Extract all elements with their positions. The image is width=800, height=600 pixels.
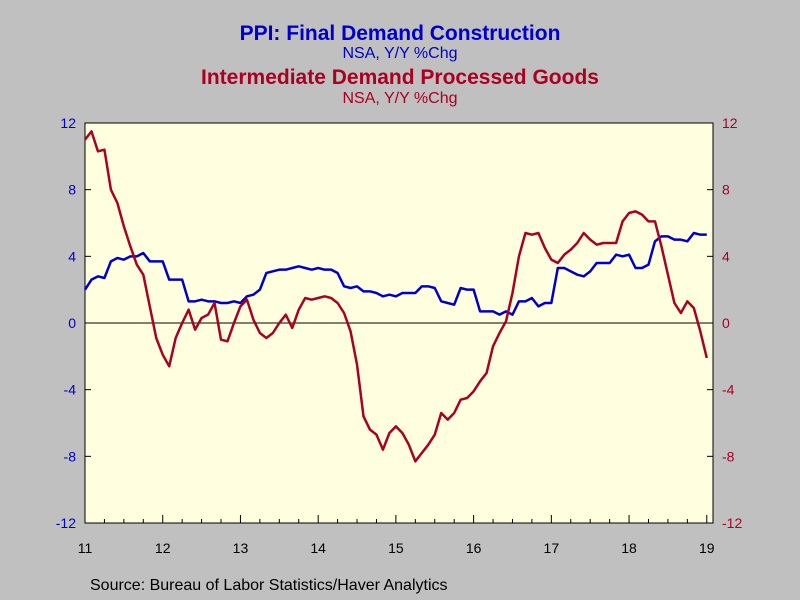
y-right-tick-label: -12 [722,515,742,531]
series-line-construction [83,231,707,316]
y-left-tick-label: 8 [68,182,76,198]
series-group [83,130,708,463]
source-note: Source: Bureau of Labor Statistics/Haver… [90,577,448,594]
y-right-tick-label: 4 [722,248,730,264]
x-tick-label: 19 [699,540,715,556]
x-tick-label: 17 [544,540,560,556]
y-left-tick-label: 4 [68,248,76,264]
y-right-tick-label: 8 [722,182,730,198]
chart-title-secondary: Intermediate Demand Processed Goods [201,66,599,89]
y-left-tick-label: -4 [64,382,77,398]
x-tick-label: 13 [233,540,249,556]
x-tick-label: 14 [310,540,326,556]
x-tick-label: 18 [621,540,637,556]
series-line-processed-goods [84,130,708,463]
chart-subtitle-primary: NSA, Y/Y %Chg [342,45,457,62]
chart-subtitle-secondary: NSA, Y/Y %Chg [342,90,457,107]
x-tick-label: 12 [155,540,171,556]
y-right-tick-label: 0 [722,315,730,331]
y-right-tick-label: 12 [722,115,738,131]
y-left-tick-label: -8 [64,448,77,464]
y-left-tick-label: -12 [56,515,76,531]
chart-title-primary: PPI: Final Demand Construction [240,22,561,45]
y-left-tick-label: 12 [60,115,76,131]
x-tick-label: 16 [466,540,482,556]
x-tick-label: 15 [388,540,404,556]
y-left-tick-label: 0 [68,315,76,331]
y-right-tick-label: -4 [722,382,735,398]
x-tick-label: 11 [78,540,93,556]
y-right-tick-label: -8 [722,448,735,464]
